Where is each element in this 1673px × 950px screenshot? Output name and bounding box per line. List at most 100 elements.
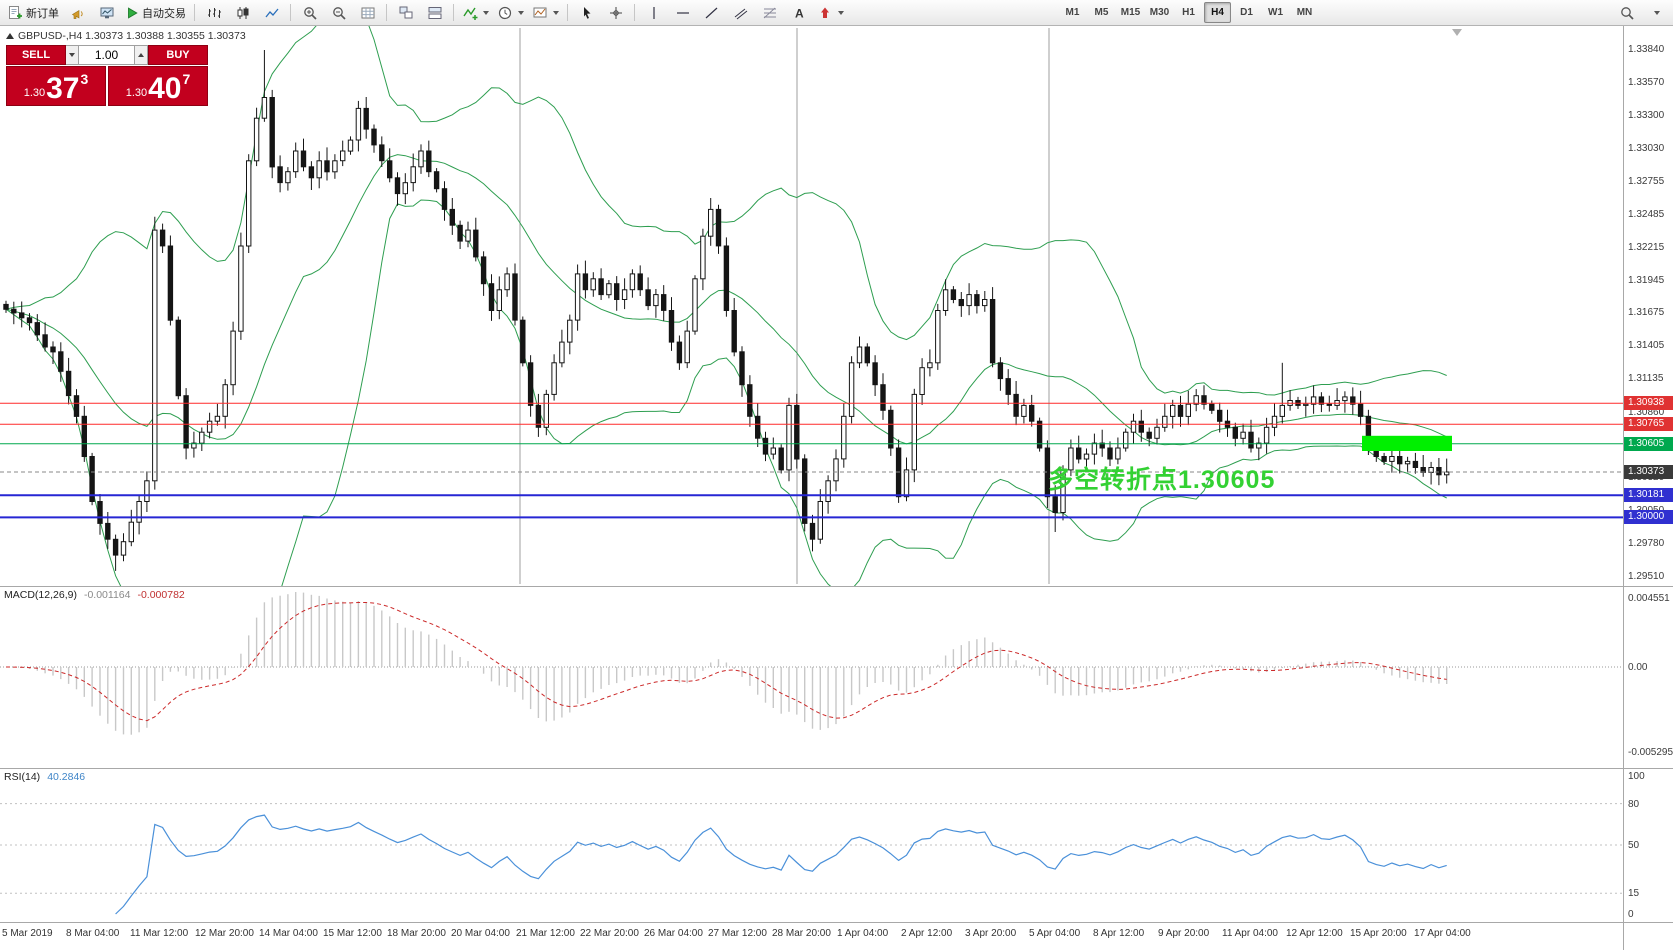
buy-button[interactable]: BUY bbox=[148, 45, 208, 65]
volume-up-button[interactable] bbox=[135, 45, 148, 65]
sell-price-prefix: 1.30 bbox=[23, 87, 46, 99]
zoom-in-icon bbox=[303, 6, 317, 20]
line-chart-button[interactable] bbox=[257, 1, 286, 24]
buy-price-sup: 7 bbox=[182, 71, 191, 87]
panel-divider[interactable] bbox=[0, 586, 1673, 587]
svg-text:A: A bbox=[795, 6, 804, 20]
new-order-button[interactable]: 新订单 bbox=[3, 1, 63, 24]
candle-body bbox=[1350, 396, 1356, 405]
timeframe-m30-button[interactable]: M30 bbox=[1149, 7, 1170, 18]
channel-tool-button[interactable] bbox=[726, 1, 755, 24]
timeframe-m5-button[interactable]: M5 bbox=[1094, 7, 1109, 18]
candle-body bbox=[277, 166, 283, 184]
tile-windows-icon bbox=[399, 6, 412, 18]
arrows-tool-button[interactable] bbox=[813, 1, 848, 24]
alerts-button[interactable] bbox=[63, 1, 92, 24]
autotrade-button[interactable]: 自动交易 bbox=[121, 1, 190, 24]
trendline-tool-button[interactable] bbox=[697, 1, 726, 24]
candle-body bbox=[1130, 420, 1137, 433]
cascade-windows-button[interactable] bbox=[420, 1, 449, 24]
indicators-button[interactable] bbox=[458, 1, 493, 24]
candle-body bbox=[300, 150, 307, 168]
candle-body bbox=[582, 273, 589, 291]
tile-windows-button[interactable] bbox=[391, 1, 420, 24]
search-button[interactable] bbox=[1612, 1, 1641, 24]
fibonacci-tool-button[interactable] bbox=[755, 1, 784, 24]
search-icon bbox=[1620, 6, 1634, 20]
main-price-chart[interactable] bbox=[0, 26, 1623, 586]
chart-window-button[interactable] bbox=[92, 1, 121, 24]
candle-body bbox=[989, 299, 996, 364]
price-axis-label: 1.32215 bbox=[1628, 242, 1665, 253]
candle-body bbox=[520, 319, 526, 364]
time-axis[interactable]: 5 Mar 2019 8 Mar 04:00 11 Mar 12:00 12 Mar … bbox=[0, 923, 1623, 950]
vertical-line-tool-button[interactable] bbox=[639, 1, 668, 24]
candle-body bbox=[574, 273, 581, 321]
sell-price-tile[interactable]: 1.30 37 3 bbox=[6, 66, 106, 106]
timeframe-m1-button[interactable]: M1 bbox=[1065, 7, 1080, 18]
crosshair-button[interactable] bbox=[601, 1, 630, 24]
chevron-down-icon bbox=[553, 10, 559, 15]
candle-body bbox=[1389, 456, 1395, 462]
text-tool-button[interactable]: A bbox=[784, 1, 813, 24]
zoom-in-button[interactable] bbox=[295, 1, 324, 24]
price-axis-label: 1.33300 bbox=[1628, 110, 1665, 121]
candle-body bbox=[238, 245, 244, 332]
candlestick-chart-button[interactable] bbox=[228, 1, 257, 24]
sell-button[interactable]: SELL bbox=[6, 45, 66, 65]
new-order-icon bbox=[9, 5, 22, 19]
cursor-button[interactable] bbox=[572, 1, 601, 24]
buy-price-tile[interactable]: 1.30 40 7 bbox=[108, 66, 208, 106]
timeframe-w1-button[interactable]: W1 bbox=[1268, 7, 1283, 18]
candle-body bbox=[371, 128, 377, 146]
horizontal-line-tool-button[interactable] bbox=[668, 1, 697, 24]
macd-axis-label: 0.00 bbox=[1628, 662, 1648, 673]
collapse-panel-icon[interactable] bbox=[6, 33, 14, 39]
time-axis-label: 18 Mar 20:00 bbox=[387, 928, 446, 939]
candle-body bbox=[1436, 467, 1442, 476]
zoom-out-button[interactable] bbox=[324, 1, 353, 24]
timeframe-d1-button[interactable]: D1 bbox=[1240, 7, 1253, 18]
volume-down-button[interactable] bbox=[66, 45, 79, 65]
candle-body bbox=[762, 437, 769, 455]
candle-body bbox=[363, 107, 369, 130]
candle-body bbox=[1279, 404, 1285, 417]
candle-body bbox=[1107, 447, 1113, 460]
time-axis-label: 1 Apr 04:00 bbox=[837, 928, 889, 939]
rsi-axis[interactable]: 100 80 50 15 0 bbox=[1624, 769, 1673, 922]
volume-input[interactable] bbox=[79, 45, 135, 65]
candle-body bbox=[715, 208, 722, 247]
symbol-info-bar: GBPUSD-,H4 1.30373 1.30388 1.30355 1.303… bbox=[6, 30, 246, 42]
candle-body bbox=[841, 415, 847, 460]
bar-chart-button[interactable] bbox=[199, 1, 228, 24]
price-axis-label: 1.29780 bbox=[1628, 538, 1665, 549]
grid-button[interactable] bbox=[353, 1, 382, 24]
price-axis[interactable]: 1.33840 1.33570 1.33300 1.33030 1.32755 1.324… bbox=[1624, 26, 1673, 586]
highlight-zone-rect[interactable] bbox=[1362, 435, 1452, 451]
timeframe-h4-button[interactable]: H4 bbox=[1204, 2, 1231, 23]
macd-panel[interactable] bbox=[0, 586, 1623, 768]
panel-divider[interactable] bbox=[0, 768, 1673, 769]
chart-shift-marker-icon[interactable] bbox=[1452, 29, 1462, 36]
candle-body bbox=[11, 308, 17, 314]
toolbar-overflow-button[interactable] bbox=[1641, 1, 1670, 24]
candle-body bbox=[864, 346, 870, 364]
chart-annotation-text[interactable]: 多空转折点1.30605 bbox=[1048, 466, 1276, 494]
timeframe-mn-button[interactable]: MN bbox=[1296, 7, 1313, 18]
rsi-panel[interactable] bbox=[0, 768, 1623, 922]
time-axis-label: 8 Mar 04:00 bbox=[66, 928, 120, 939]
candle-body bbox=[629, 273, 636, 291]
crosshair-icon bbox=[609, 6, 622, 19]
candle-body bbox=[136, 501, 142, 523]
macd-axis[interactable]: 0.004551 0.00 -0.005295 bbox=[1624, 587, 1673, 768]
templates-button[interactable] bbox=[528, 1, 563, 24]
rsi-axis-label: 0 bbox=[1628, 909, 1634, 920]
periods-button[interactable] bbox=[493, 1, 528, 24]
timeframe-h1-button[interactable]: H1 bbox=[1182, 7, 1195, 18]
timeframe-m15-button[interactable]: M15 bbox=[1120, 7, 1141, 18]
candle-body bbox=[355, 107, 362, 141]
candle-body bbox=[708, 208, 714, 237]
candle-body bbox=[1162, 415, 1168, 428]
price-axis-badge: 1.30000 bbox=[1624, 510, 1673, 524]
candle-body bbox=[700, 235, 706, 280]
